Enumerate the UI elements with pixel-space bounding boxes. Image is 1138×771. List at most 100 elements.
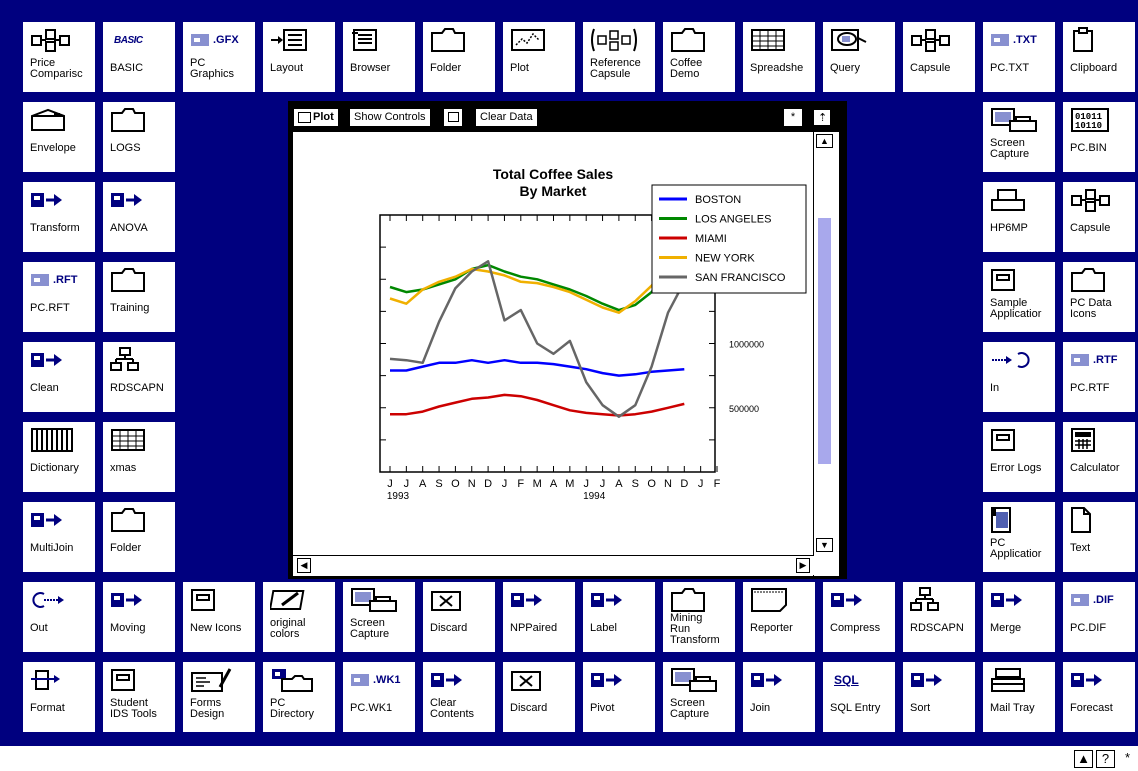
tile-format[interactable]: Format: [23, 662, 95, 732]
scroll-up-arrow-icon[interactable]: ▲: [816, 134, 833, 148]
tile-nppaired[interactable]: NPPaired: [503, 582, 575, 652]
tile-sort[interactable]: Sort: [903, 662, 975, 732]
tile-label: Forecast: [1070, 703, 1113, 714]
tile-moving[interactable]: Moving: [103, 582, 175, 652]
maximize-button[interactable]: ⇡: [813, 109, 831, 126]
show-controls-button[interactable]: Show Controls: [350, 109, 430, 126]
tile-pc.rft[interactable]: .RFT PC.RFT: [23, 262, 95, 332]
tile-join[interactable]: Join: [743, 662, 815, 732]
tile-sample-applicatior[interactable]: Sample Applicatior: [983, 262, 1055, 332]
tile-browser[interactable]: Browser: [343, 22, 415, 92]
tile-new-icons[interactable]: New Icons: [183, 582, 255, 652]
tile-pivot[interactable]: Pivot: [583, 662, 655, 732]
tile-reporter[interactable]: Reporter: [743, 582, 815, 652]
x-tick-label: A: [550, 478, 558, 490]
tile-error-logs[interactable]: Error Logs: [983, 422, 1055, 492]
binary-icon: 01011 10110: [1070, 108, 1130, 132]
scroll-left-arrow-icon[interactable]: ◀: [297, 558, 311, 573]
tile-mail-tray[interactable]: Mail Tray: [983, 662, 1055, 732]
tile-spreadshe[interactable]: Spreadshe: [743, 22, 815, 92]
tile-text[interactable]: Text: [1063, 502, 1135, 572]
close-button[interactable]: *: [784, 109, 802, 126]
tile-pc.dif[interactable]: .DIF PC.DIF: [1063, 582, 1135, 652]
tile-compress[interactable]: Compress: [823, 582, 895, 652]
tile-student-ids-tools[interactable]: Student IDS Tools: [103, 662, 175, 732]
tile-transform[interactable]: Transform: [23, 182, 95, 252]
tile-pc-directory[interactable]: PC Directory: [263, 662, 335, 732]
tile-sql-entry[interactable]: SQL SQL Entry: [823, 662, 895, 732]
plot-menu-button[interactable]: Plot: [294, 109, 338, 126]
tile-clean[interactable]: Clean: [23, 342, 95, 412]
copy-icon[interactable]: [444, 109, 462, 126]
tile-pc.rtf[interactable]: .RTF PC.RTF: [1063, 342, 1135, 412]
screen-capture-icon: [990, 108, 1050, 132]
tile-discard[interactable]: Discard: [423, 582, 495, 652]
scroll-right-arrow-icon[interactable]: ▶: [796, 558, 810, 573]
tile-pc.bin[interactable]: 01011 10110 PC.BIN: [1063, 102, 1135, 172]
scroll-thumb[interactable]: [818, 218, 831, 464]
tile-folder[interactable]: Folder: [103, 502, 175, 572]
tile-folder[interactable]: Folder: [423, 22, 495, 92]
tile-basic[interactable]: BASIC BASIC: [103, 22, 175, 92]
tile-in[interactable]: In: [983, 342, 1055, 412]
tile-label: Transform: [30, 223, 80, 234]
tile-multijoin[interactable]: MultiJoin: [23, 502, 95, 572]
tile-training[interactable]: Training: [103, 262, 175, 332]
clear-data-button[interactable]: Clear Data: [476, 109, 537, 126]
horizontal-scrollbar[interactable]: ◀ ▶: [293, 555, 814, 575]
tile-original-colors[interactable]: original colors: [263, 582, 335, 652]
file-type-icon: .RTF: [1070, 348, 1130, 372]
tile-layout[interactable]: Layout: [263, 22, 335, 92]
tile-reference-capsule[interactable]: Reference Capsule: [583, 22, 655, 92]
legend-entry: NEW YORK: [695, 253, 755, 265]
tile-plot[interactable]: Plot: [503, 22, 575, 92]
network-icon: [910, 587, 970, 612]
tile-logs[interactable]: LOGS: [103, 102, 175, 172]
tile-clear-contents[interactable]: Clear Contents: [423, 662, 495, 732]
tile-capsule[interactable]: Capsule: [903, 22, 975, 92]
tile-coffee-demo[interactable]: Coffee Demo: [663, 22, 735, 92]
tile-label: Screen Capture: [670, 698, 710, 720]
tile-mining-run-transform[interactable]: Mining Run Transform: [663, 582, 735, 652]
tile-xmas[interactable]: xmas: [103, 422, 175, 492]
tile-merge[interactable]: Merge: [983, 582, 1055, 652]
tile-pc-graphics[interactable]: .GFX PC Graphics: [183, 22, 255, 92]
tile-capsule[interactable]: Capsule: [1063, 182, 1135, 252]
tile-envelope[interactable]: Envelope: [23, 102, 95, 172]
tile-out[interactable]: Out: [23, 582, 95, 652]
svg-text:01011: 01011: [1075, 112, 1103, 122]
tile-discard[interactable]: Discard: [503, 662, 575, 732]
tile-forecast[interactable]: Forecast: [1063, 662, 1135, 732]
tile-label: PC.RFT: [30, 303, 70, 314]
tile-anova[interactable]: ANOVA: [103, 182, 175, 252]
tile-hp6mp[interactable]: HP6MP: [983, 182, 1055, 252]
status-close-button[interactable]: *: [1118, 750, 1137, 768]
tile-pc.txt[interactable]: .TXT PC.TXT: [983, 22, 1055, 92]
tile-label[interactable]: Label: [583, 582, 655, 652]
tile-forms-design[interactable]: Forms Design: [183, 662, 255, 732]
transform-icon: [30, 348, 90, 372]
help-button[interactable]: ?: [1096, 750, 1115, 768]
tile-clipboard[interactable]: Clipboard: [1063, 22, 1135, 92]
chart-title: Total Coffee Sales: [493, 166, 614, 182]
tile-rdscapn[interactable]: RDSCAPN: [903, 582, 975, 652]
tile-label: Reporter: [750, 623, 793, 634]
x-tick-label: J: [387, 478, 393, 490]
tile-dictionary[interactable]: Dictionary: [23, 422, 95, 492]
vertical-scrollbar[interactable]: ▲ ▼: [814, 132, 839, 576]
plot-mini-icon: [298, 111, 311, 123]
tile-pc-data-icons[interactable]: PC Data Icons: [1063, 262, 1135, 332]
tile-rdscapn[interactable]: RDSCAPN: [103, 342, 175, 412]
tile-screen-capture[interactable]: Screen Capture: [663, 662, 735, 732]
tile-screen-capture[interactable]: Screen Capture: [983, 102, 1055, 172]
scroll-up-button[interactable]: ▲: [1074, 750, 1093, 768]
tile-price-comparisc[interactable]: Price Comparisc: [23, 22, 95, 92]
tile-pc.wk1[interactable]: .WK1 PC.WK1: [343, 662, 415, 732]
tile-pc-applicatior[interactable]: PC Applicatior: [983, 502, 1055, 572]
tile-label: Forms Design: [190, 698, 225, 720]
scroll-down-arrow-icon[interactable]: ▼: [816, 538, 833, 552]
tile-query[interactable]: Query: [823, 22, 895, 92]
tile-calculator[interactable]: Calculator: [1063, 422, 1135, 492]
tile-screen-capture[interactable]: Screen Capture: [343, 582, 415, 652]
